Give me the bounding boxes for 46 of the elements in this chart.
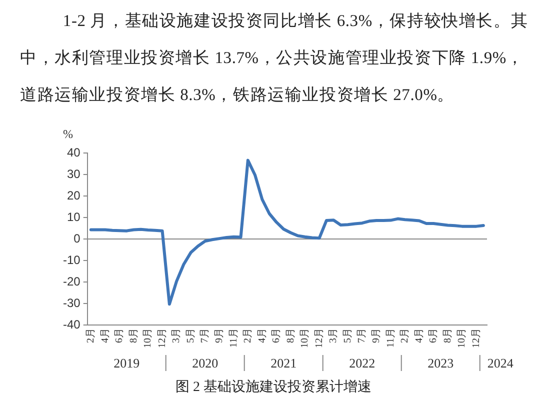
y-tick-label: -10 [63, 252, 81, 267]
x-tick-label: 6月 [271, 328, 282, 343]
text: 2024 [487, 355, 514, 370]
y-axis-title: % [63, 127, 73, 142]
x-tick-label: 2月 [242, 328, 254, 343]
x-tick-label: 8月 [442, 328, 454, 343]
x-tick-label: 6月 [114, 328, 126, 343]
y-tick-label: 0 [74, 231, 81, 246]
x-tick-label: 4月 [256, 328, 268, 343]
x-tick-label: 4月 [414, 328, 425, 343]
x-tick-label: 10月 [456, 328, 468, 348]
x-tick-label: 8月 [128, 328, 140, 343]
x-tick-label: 2月 [400, 328, 411, 343]
x-tick-label: 10月 [142, 328, 154, 348]
text: 2022 [349, 355, 376, 370]
x-tick-label: 11月 [385, 328, 396, 348]
text: 图 2 基础设施建设投资累计增速 [174, 378, 372, 396]
x-tick-label: 8月 [285, 328, 296, 343]
y-tick-label: 30 [66, 166, 81, 181]
x-tick-label: 6月 [428, 328, 440, 343]
x-tick-label: 4月 [100, 328, 111, 343]
x-tick-label: 11月 [228, 328, 240, 348]
x-tick-label: 9月 [371, 328, 382, 343]
x-tick-label: 2月 [86, 328, 97, 343]
text: 2023 [428, 355, 454, 370]
text: 2021 [270, 355, 297, 370]
y-tick-label: 20 [66, 188, 81, 202]
x-tick-label: 5月 [185, 328, 196, 343]
y-tick-label: -40 [63, 317, 81, 332]
x-tick-label: 5月 [342, 328, 354, 343]
y-tick-label: 40 [66, 145, 81, 160]
x-tick-label: 3月 [328, 328, 340, 343]
x-tick-label: 7月 [356, 328, 368, 343]
x-tick-label: 9月 [214, 328, 225, 343]
text: 2020 [192, 355, 218, 370]
x-tick-label: 3月 [171, 328, 182, 343]
y-tick-label: -20 [63, 274, 81, 288]
y-tick-label: 10 [66, 210, 81, 224]
x-tick-label: 12月 [314, 328, 325, 348]
x-tick-label: 7月 [200, 328, 211, 343]
chart-subtitle: 1-2 月，基础设施建设投资同比增长 6.3%，保持较快增长。其中，水利管理业投资增长 13.7%，公共设施管理业投资下降 1.9%，道路运输业投资增长 8.3%，铁路运输业投资增长 27.0%。 [20, 10, 530, 106]
x-tick-label: 12月 [470, 328, 482, 348]
y-tick-label: -30 [63, 296, 81, 310]
text: 2019 [114, 355, 140, 370]
x-tick-label: 12月 [156, 328, 168, 348]
x-tick-label: 10月 [300, 328, 311, 348]
